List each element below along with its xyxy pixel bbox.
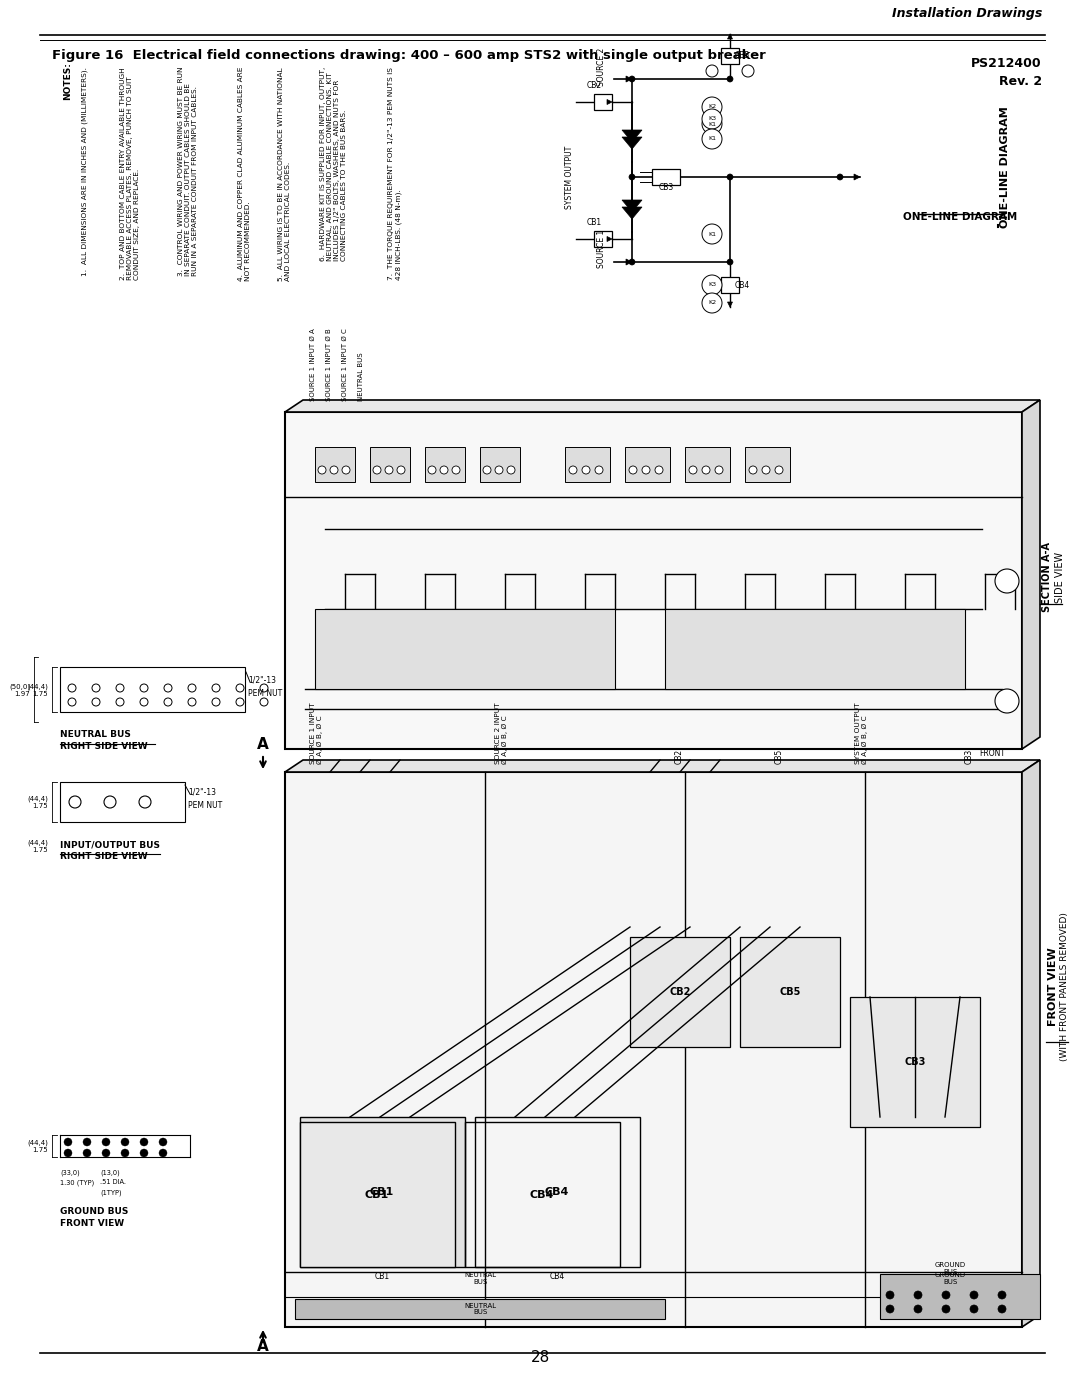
- Bar: [300, 1122, 455, 1267]
- Text: (44,4)
1.75: (44,4) 1.75: [27, 840, 48, 854]
- Circle shape: [159, 1148, 167, 1157]
- Text: 5.  ALL WIRING IS TO BE IN ACCORDANCE WITH NATIONAL
AND LOCAL ELECTRICAL CODES.: 5. ALL WIRING IS TO BE IN ACCORDANCE WIT…: [278, 67, 291, 281]
- Text: Rev. 2: Rev. 2: [999, 75, 1042, 88]
- Bar: [745, 447, 789, 482]
- Bar: [594, 94, 612, 110]
- Circle shape: [942, 1305, 950, 1313]
- Circle shape: [140, 1139, 148, 1146]
- Text: SOURCE 2 INPUT
Ø A, Ø B, Ø C: SOURCE 2 INPUT Ø A, Ø B, Ø C: [495, 703, 509, 764]
- Text: K3: K3: [707, 282, 716, 288]
- Text: CB1: CB1: [586, 218, 602, 226]
- Text: CB2: CB2: [586, 81, 602, 89]
- Circle shape: [102, 1148, 110, 1157]
- Polygon shape: [728, 302, 732, 307]
- Circle shape: [342, 467, 350, 474]
- Circle shape: [998, 1291, 1005, 1299]
- Circle shape: [775, 467, 783, 474]
- Text: (13,0): (13,0): [100, 1169, 120, 1175]
- Circle shape: [83, 1148, 91, 1157]
- Polygon shape: [285, 400, 1040, 412]
- Circle shape: [159, 1139, 167, 1146]
- Text: (1TYP): (1TYP): [100, 1189, 122, 1196]
- Polygon shape: [285, 760, 1040, 773]
- Bar: [465, 1122, 620, 1267]
- Polygon shape: [607, 99, 612, 105]
- Circle shape: [64, 1139, 72, 1146]
- Text: CB4: CB4: [530, 1190, 554, 1200]
- Circle shape: [373, 467, 381, 474]
- Bar: [285, 412, 1022, 749]
- Text: CB1: CB1: [365, 1190, 389, 1200]
- Bar: [295, 1299, 665, 1319]
- Circle shape: [384, 467, 393, 474]
- Circle shape: [727, 75, 733, 82]
- Circle shape: [428, 467, 436, 474]
- Text: 1/2"-13: 1/2"-13: [248, 676, 276, 685]
- Circle shape: [507, 467, 515, 474]
- Bar: [480, 447, 519, 482]
- Circle shape: [702, 129, 723, 149]
- Circle shape: [998, 1305, 1005, 1313]
- Text: NEUTRAL BUS: NEUTRAL BUS: [60, 731, 131, 739]
- Text: SECTION A-A: SECTION A-A: [1042, 542, 1052, 612]
- Circle shape: [970, 1305, 978, 1313]
- Text: CB3: CB3: [966, 749, 974, 764]
- Circle shape: [995, 569, 1020, 592]
- Bar: [315, 447, 355, 482]
- Text: A: A: [257, 738, 269, 752]
- Bar: [850, 997, 980, 1127]
- Circle shape: [727, 258, 733, 265]
- Circle shape: [702, 275, 723, 295]
- Text: NEUTRAL
BUS: NEUTRAL BUS: [464, 1273, 496, 1285]
- Text: SOURCE 1 INPUT
Ø A, Ø B, Ø C: SOURCE 1 INPUT Ø A, Ø B, Ø C: [310, 703, 323, 764]
- Text: CB4: CB4: [735, 281, 751, 289]
- Circle shape: [629, 175, 635, 180]
- Circle shape: [629, 258, 635, 265]
- Circle shape: [495, 467, 503, 474]
- Polygon shape: [622, 207, 642, 219]
- Bar: [652, 169, 680, 184]
- Bar: [60, 666, 245, 712]
- Text: FRONT: FRONT: [978, 749, 1005, 759]
- Circle shape: [914, 1291, 922, 1299]
- Circle shape: [689, 467, 697, 474]
- Text: ONE-LINE DIAGRAM: ONE-LINE DIAGRAM: [903, 212, 1017, 222]
- Bar: [594, 231, 612, 247]
- Bar: [721, 277, 739, 293]
- Circle shape: [318, 467, 326, 474]
- Bar: [625, 447, 670, 482]
- Circle shape: [750, 467, 757, 474]
- Circle shape: [121, 1139, 129, 1146]
- Circle shape: [83, 1139, 91, 1146]
- Polygon shape: [854, 175, 860, 180]
- Text: GROUND BUS: GROUND BUS: [60, 1207, 129, 1215]
- Text: CB5: CB5: [735, 52, 751, 60]
- Bar: [285, 773, 1022, 1327]
- Text: 7.  THE TORQUE REQUIREMENT FOR 1/2"-13 PEM NUTS IS
428 INCH-LBS. (48 N-m).: 7. THE TORQUE REQUIREMENT FOR 1/2"-13 PE…: [388, 67, 402, 279]
- Text: FRONT VIEW: FRONT VIEW: [1048, 947, 1058, 1027]
- Bar: [426, 447, 465, 482]
- Text: K1: K1: [708, 232, 716, 236]
- Circle shape: [64, 1148, 72, 1157]
- Circle shape: [942, 1291, 950, 1299]
- Bar: [300, 1118, 465, 1267]
- Text: SOURCE 1 INPUT Ø A: SOURCE 1 INPUT Ø A: [310, 328, 316, 401]
- Circle shape: [706, 66, 718, 77]
- Bar: [740, 937, 840, 1046]
- Bar: [880, 1274, 1040, 1319]
- Text: K1: K1: [708, 137, 716, 141]
- Circle shape: [702, 293, 723, 313]
- Text: PEM NUT: PEM NUT: [248, 690, 282, 698]
- Circle shape: [440, 467, 448, 474]
- Text: CB3: CB3: [904, 1058, 926, 1067]
- Text: CB2: CB2: [675, 749, 684, 764]
- Text: 4.  ALUMINUM AND COPPER CLAD ALUMINUM CABLES ARE
NOT RECOMMENDED.: 4. ALUMINUM AND COPPER CLAD ALUMINUM CAB…: [238, 67, 251, 281]
- Bar: [665, 609, 966, 689]
- Bar: [630, 937, 730, 1046]
- Text: 1/2"-13: 1/2"-13: [188, 788, 216, 796]
- Circle shape: [702, 96, 723, 117]
- Text: SYSTEM OUTPUT
Ø A, Ø B, Ø C: SYSTEM OUTPUT Ø A, Ø B, Ø C: [855, 703, 868, 764]
- Circle shape: [629, 75, 635, 82]
- Circle shape: [453, 467, 460, 474]
- Bar: [370, 447, 410, 482]
